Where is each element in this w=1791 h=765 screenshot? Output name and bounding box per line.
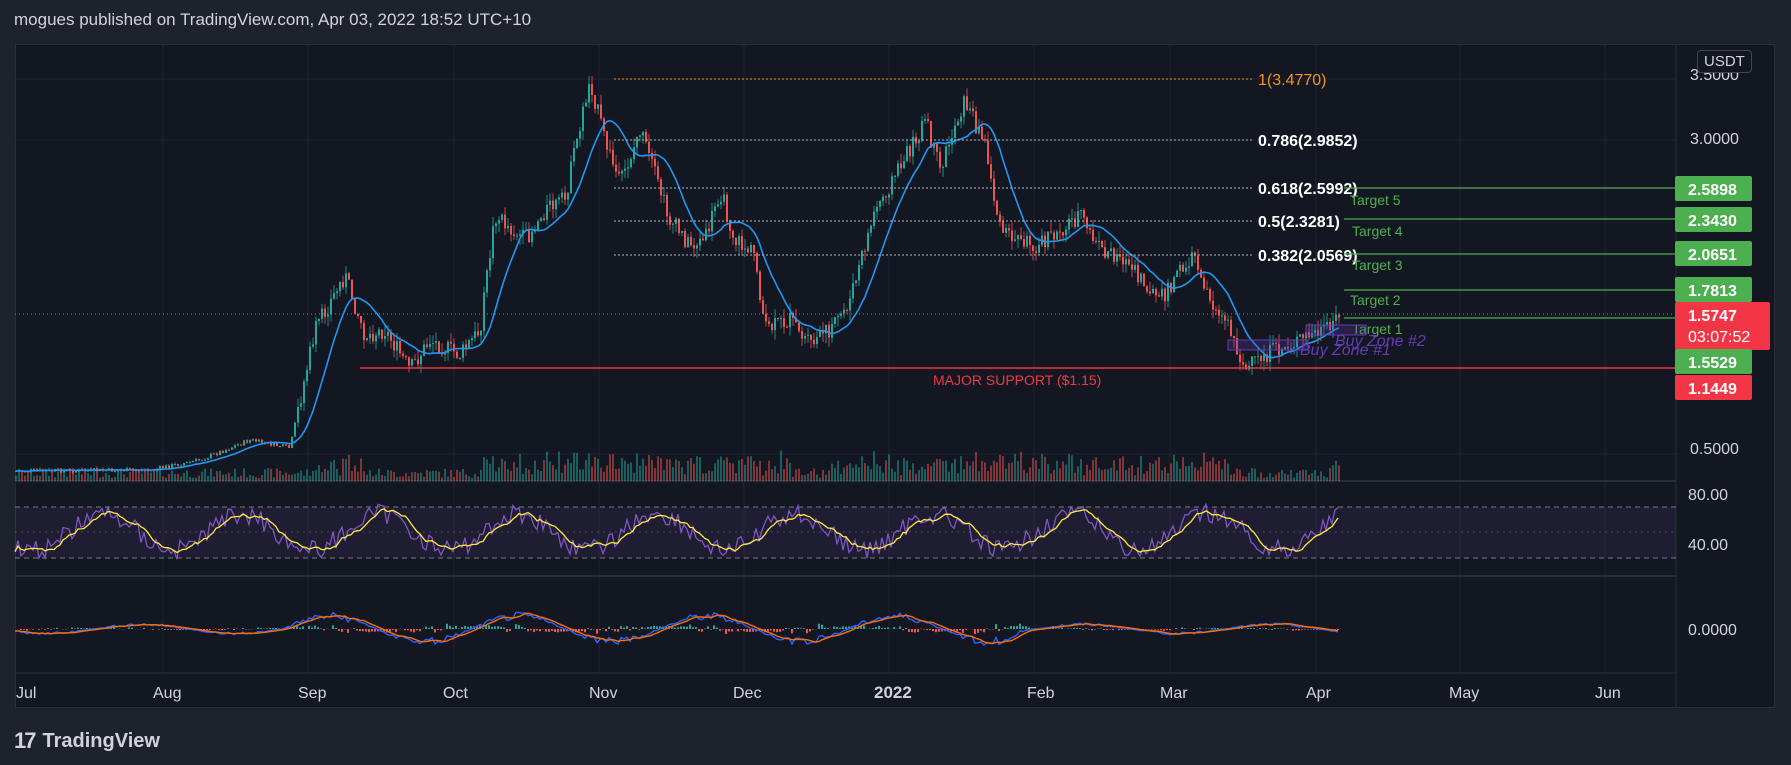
buy-zone-1-box[interactable]	[1227, 339, 1309, 351]
price-tick-0-5: 0.5000	[1690, 441, 1739, 458]
price-tick-3-0: 3.0000	[1690, 131, 1739, 148]
time-axis[interactable]: Jul Aug Sep Oct Nov Dec 2022 Feb Mar Apr…	[16, 683, 1621, 702]
target-4-price-badge[interactable]: 2.3430	[1675, 207, 1752, 232]
buy-zone-1-label: Buy Zone #1	[1300, 342, 1391, 359]
time-label-dec: Dec	[733, 685, 761, 702]
rsi-ma-line	[14, 508, 1339, 554]
target-lines[interactable]: Target 5 Target 4 Target 3 Target 2 Targ…	[1344, 187, 1676, 337]
buy-zone-2-box[interactable]	[1305, 324, 1367, 336]
fib-label-1: 1(3.4770)	[1258, 72, 1327, 89]
fib-label-05: 0.5(2.3281)	[1258, 214, 1340, 231]
target-3-label: Target 3	[1352, 257, 1403, 273]
brand-name: TradingView	[42, 729, 160, 752]
macd-signal-line	[15, 612, 1339, 645]
fib-label-0382: 0.382(2.0569)	[1258, 248, 1358, 265]
candlesticks	[15, 75, 1340, 474]
target-1-price: 1.5529	[1688, 355, 1737, 372]
time-label-sep: Sep	[298, 685, 327, 702]
target-2-price: 1.7813	[1688, 283, 1737, 300]
buy-zone-2-label: Buy Zone #2	[1335, 333, 1426, 350]
target-5-price: 2.5898	[1688, 182, 1737, 199]
publisher-line: mogues published on TradingView.com, Apr…	[14, 10, 532, 29]
grid	[15, 45, 1676, 673]
time-label-aug: Aug	[153, 685, 181, 702]
time-label-feb: Feb	[1027, 685, 1055, 702]
time-label-2022: 2022	[874, 683, 912, 702]
fib-label-0786: 0.786(2.9852)	[1258, 133, 1358, 150]
rsi-tick-40: 40.00	[1688, 537, 1728, 554]
rsi-tick-80: 80.00	[1688, 487, 1728, 504]
target-4-label: Target 4	[1352, 223, 1403, 239]
target-3-price-badge[interactable]: 2.0651	[1675, 241, 1752, 266]
fib-retracement[interactable]: 1(3.4770) 0.786(2.9852) 0.618(2.5992) 0.…	[614, 72, 1358, 265]
moving-average-line	[15, 119, 1340, 473]
time-label-jun: Jun	[1595, 685, 1621, 702]
target-1-price-badge[interactable]: 1.5529	[1675, 349, 1752, 374]
footer: 17 TradingView	[14, 728, 160, 754]
volume-bars	[15, 450, 1340, 481]
time-label-nov: Nov	[589, 685, 617, 702]
target-2-label: Target 2	[1350, 292, 1401, 308]
time-label-jul: Jul	[16, 685, 36, 702]
fib-label-0618: 0.618(2.5992)	[1258, 181, 1358, 198]
major-support-label: MAJOR SUPPORT ($1.15)	[933, 372, 1101, 388]
time-label-mar: Mar	[1160, 685, 1188, 702]
time-label-oct: Oct	[443, 685, 468, 702]
support-price-badge[interactable]: 1.1449	[1675, 375, 1752, 400]
target-5-label: Target 5	[1350, 192, 1401, 208]
support-price: 1.1449	[1688, 381, 1737, 398]
tradingview-logo-icon: 17	[14, 728, 37, 753]
time-label-apr: Apr	[1306, 685, 1332, 702]
target-3-price: 2.0651	[1688, 247, 1737, 264]
target-2-price-badge[interactable]: 1.7813	[1675, 277, 1752, 302]
macd-tick-0: 0.0000	[1688, 622, 1737, 639]
last-price-badge[interactable]: 1.5747 03:07:52	[1675, 302, 1770, 350]
last-price-value: 1.5747	[1688, 308, 1737, 325]
currency-unit-badge[interactable]: USDT	[1697, 50, 1752, 73]
target-5-price-badge[interactable]: 2.5898	[1675, 176, 1752, 201]
target-4-price: 2.3430	[1688, 213, 1737, 230]
bar-countdown: 03:07:52	[1688, 329, 1750, 346]
time-label-may: May	[1449, 685, 1479, 702]
